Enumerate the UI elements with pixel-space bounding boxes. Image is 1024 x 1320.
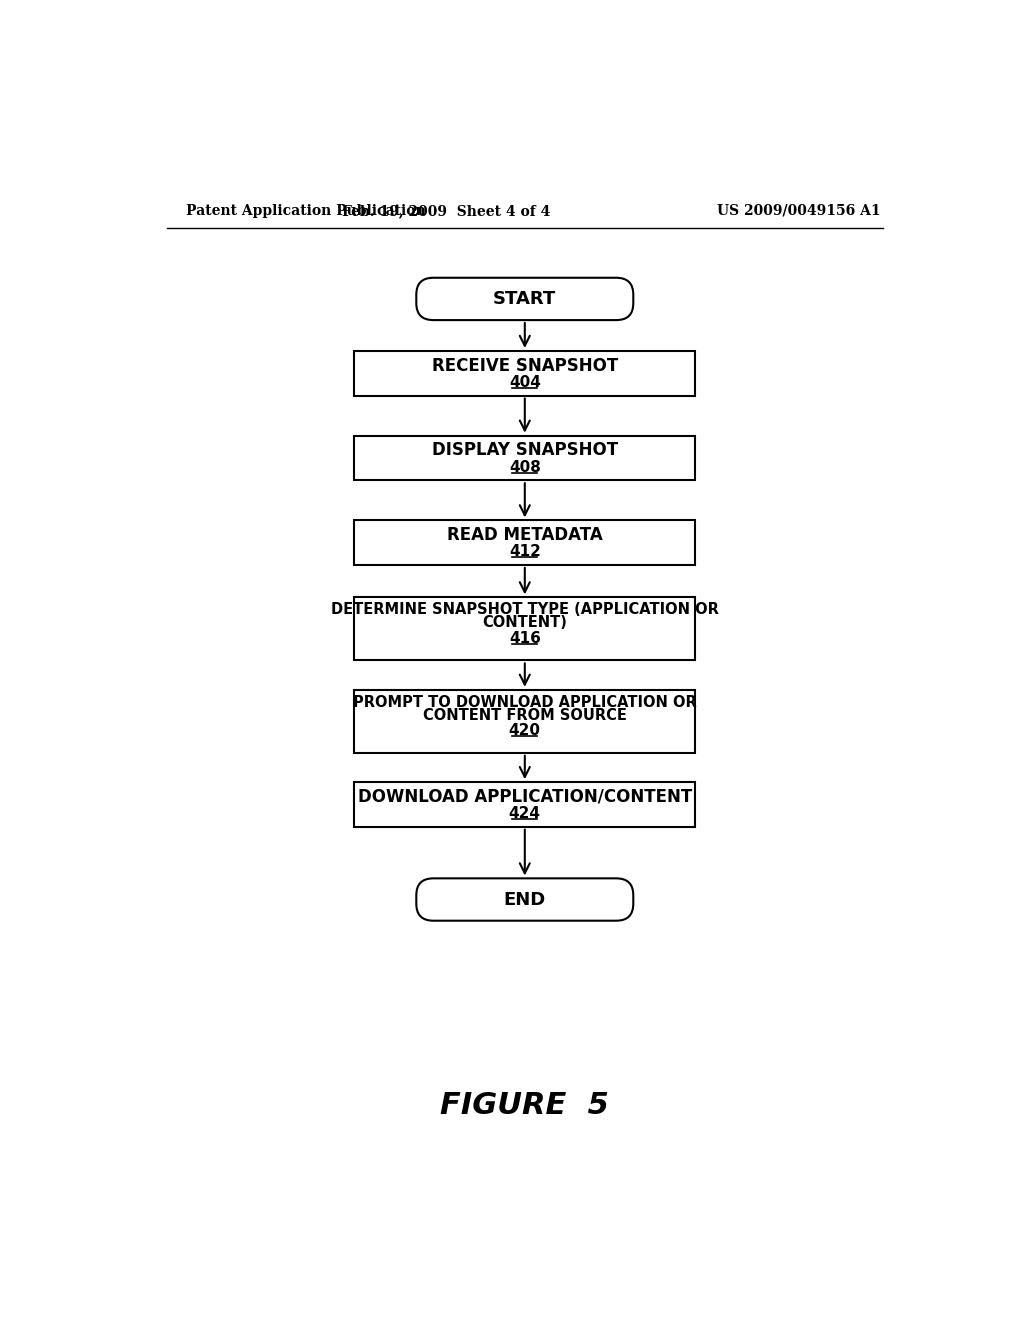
Text: START: START	[494, 290, 556, 308]
Text: 420: 420	[509, 723, 541, 738]
Bar	[354, 781, 695, 826]
FancyBboxPatch shape	[417, 277, 633, 321]
Text: 416: 416	[509, 631, 541, 645]
Text: RECEIVE SNAPSHOT: RECEIVE SNAPSHOT	[432, 356, 617, 375]
Text: DISPLAY SNAPSHOT: DISPLAY SNAPSHOT	[432, 441, 617, 459]
Bar	[354, 597, 695, 660]
Bar	[354, 689, 695, 752]
Text: CONTENT): CONTENT)	[482, 615, 567, 630]
Bar	[354, 436, 695, 480]
Bar	[354, 351, 695, 396]
Text: READ METADATA: READ METADATA	[446, 525, 603, 544]
Text: DETERMINE SNAPSHOT TYPE (APPLICATION OR: DETERMINE SNAPSHOT TYPE (APPLICATION OR	[331, 602, 719, 618]
Text: END: END	[504, 891, 546, 908]
Text: 404: 404	[509, 375, 541, 389]
FancyBboxPatch shape	[417, 878, 633, 921]
Text: 412: 412	[509, 544, 541, 560]
Text: 424: 424	[509, 807, 541, 821]
Text: 408: 408	[509, 459, 541, 475]
Text: Patent Application Publication: Patent Application Publication	[186, 203, 426, 218]
Text: Feb. 19, 2009  Sheet 4 of 4: Feb. 19, 2009 Sheet 4 of 4	[342, 203, 550, 218]
Bar	[354, 520, 695, 565]
Text: CONTENT FROM SOURCE: CONTENT FROM SOURCE	[423, 708, 627, 722]
Text: DOWNLOAD APPLICATION/CONTENT: DOWNLOAD APPLICATION/CONTENT	[357, 788, 692, 805]
Text: FIGURE  5: FIGURE 5	[440, 1092, 609, 1119]
Text: PROMPT TO DOWNLOAD APPLICATION OR: PROMPT TO DOWNLOAD APPLICATION OR	[353, 694, 696, 710]
Text: US 2009/0049156 A1: US 2009/0049156 A1	[717, 203, 881, 218]
